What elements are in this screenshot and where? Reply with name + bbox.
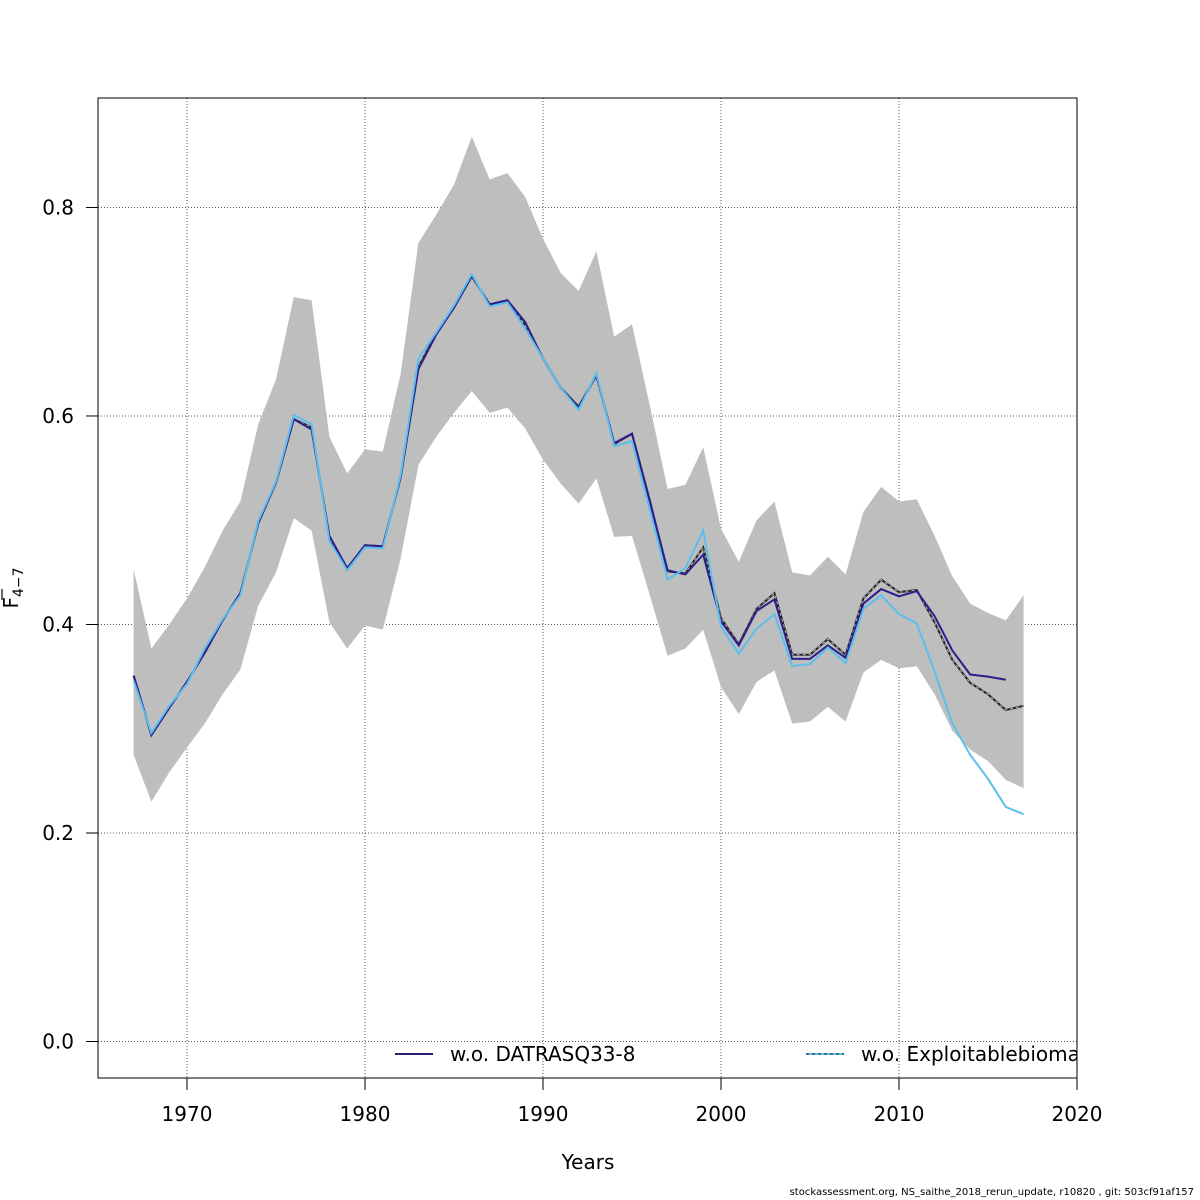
y-axis-title-main: F (0, 597, 23, 609)
x-tick-label: 1980 (340, 1102, 391, 1126)
x-tick-label: 2000 (696, 1102, 747, 1126)
y-tick-label: 0.6 (42, 404, 74, 428)
x-tick-label: 2020 (1052, 1102, 1103, 1126)
confidence-band-layer (133, 136, 1024, 802)
series-layer (132, 272, 1024, 816)
x-tick-label: 1970 (162, 1102, 213, 1126)
x-axis-title: Years (561, 1150, 615, 1174)
y-axis-title: F4−7 (0, 567, 27, 608)
legend: nt w.o. DATRASQ33-8 w.o. Exploitablebiom… (395, 1042, 1080, 1066)
svg-text:F4−7: F4−7 (0, 567, 27, 608)
footer-credit: stockassessment.org, NS_saithe_2018_reru… (789, 1187, 1194, 1198)
axes: 1970 1980 1990 2000 2010 2020 0.0 0.2 0.4 0.6 0.8 (42, 195, 1102, 1126)
y-axis-title-sub: 4−7 (11, 567, 27, 597)
legend-label-exploitable: w.o. Exploitablebioma (861, 1042, 1080, 1066)
y-tick-label: 0.0 (42, 1030, 74, 1054)
x-tick-label: 1990 (518, 1102, 569, 1126)
confidence-band (133, 136, 1024, 802)
x-tick-label: 2010 (874, 1102, 925, 1126)
series-line-w-o-exploitablebiomass (132, 272, 1024, 816)
y-tick-label: 0.2 (42, 821, 74, 845)
y-tick-label: 0.4 (42, 612, 74, 636)
y-tick-label: 0.8 (42, 195, 74, 219)
legend-label-datras: w.o. DATRASQ33-8 (450, 1042, 635, 1066)
